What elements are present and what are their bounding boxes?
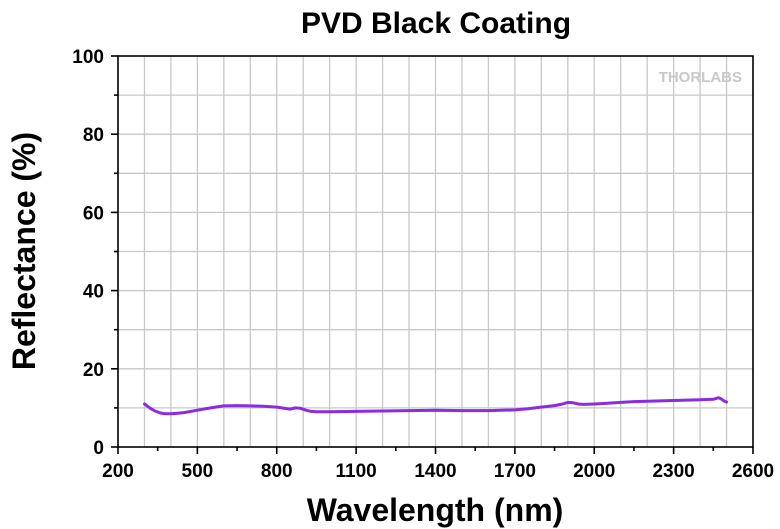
reflectance-series-line: [143, 396, 728, 416]
x-tick-label: 200: [102, 461, 134, 482]
y-tick-label: 60: [83, 203, 104, 224]
x-tick-label: 2600: [732, 461, 774, 482]
y-tick-label: 0: [93, 438, 104, 459]
grid-lines: [118, 56, 753, 447]
series-layer: [143, 396, 728, 416]
y-tick-label: 40: [83, 282, 104, 303]
thorlabs-watermark: THORLABS: [659, 69, 742, 86]
x-tick-label: 1400: [414, 461, 456, 482]
y-tick-labels: 0 20 40 60 80 100: [72, 47, 104, 459]
x-tick-label: 1100: [336, 461, 377, 482]
x-tick-labels: 200 500 800 1100 1400 1700 2000 2300 2600: [102, 461, 774, 482]
y-tick-label: 20: [83, 360, 104, 381]
y-tick-label: 80: [83, 125, 104, 146]
chart-title: PVD Black Coating: [301, 7, 571, 40]
axis-ticks: [111, 55, 754, 454]
x-axis-label: Wavelength (nm): [307, 492, 564, 528]
y-axis-label: Reflectance (%): [6, 132, 42, 370]
x-tick-label: 2300: [652, 461, 694, 482]
x-tick-label: 800: [261, 461, 293, 482]
x-tick-label: 2000: [573, 461, 615, 482]
y-tick-label: 100: [72, 47, 104, 68]
x-tick-label: 500: [182, 461, 214, 482]
x-tick-label: 1700: [494, 461, 536, 482]
